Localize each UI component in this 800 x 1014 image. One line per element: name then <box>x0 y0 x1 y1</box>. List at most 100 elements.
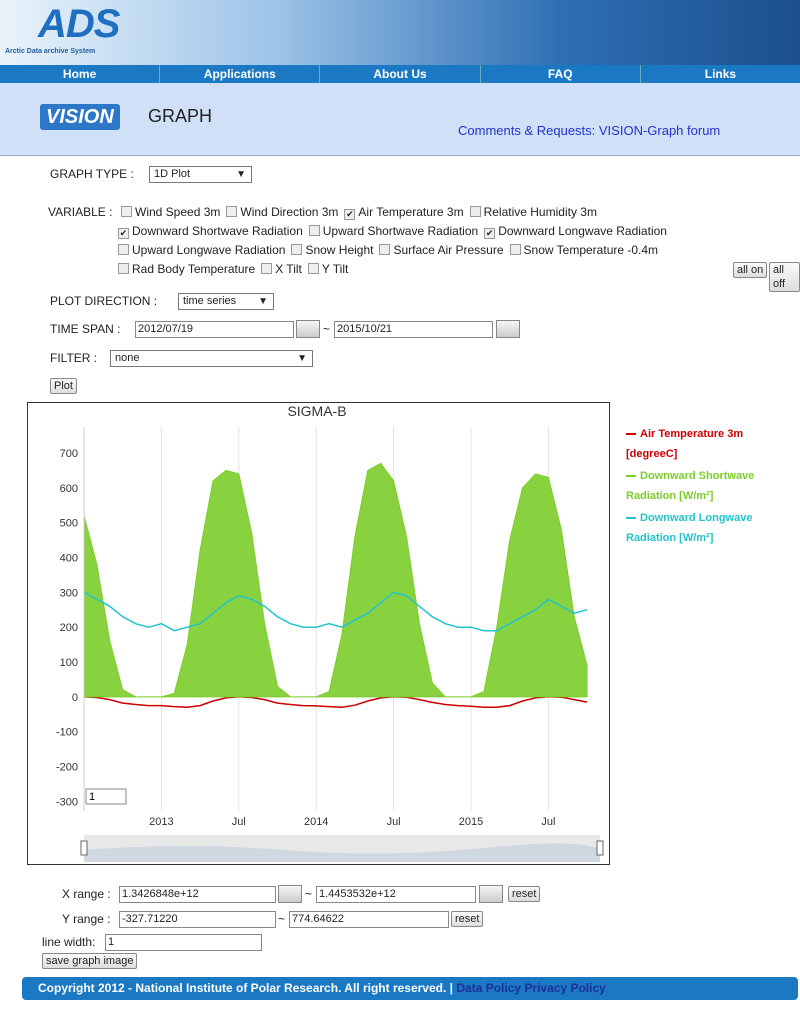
y-from-input[interactable]: -327.71220 <box>119 911 276 928</box>
legend-swatch <box>626 433 636 436</box>
range-silhouette <box>84 843 600 862</box>
y-tick-label: 0 <box>72 692 78 704</box>
x-tick-label: 2014 <box>304 816 328 828</box>
checkbox[interactable] <box>379 244 391 255</box>
y-reset-button[interactable]: reset <box>451 911 484 927</box>
label: X range : <box>62 887 111 901</box>
time-to-input[interactable]: 2015/10/21 <box>334 321 493 338</box>
checkbox[interactable]: ✔ <box>344 209 356 220</box>
checkbox-item[interactable]: ✔ Downward Shortwave Radiation <box>118 224 303 239</box>
footer-link[interactable]: Privacy Policy <box>524 981 606 995</box>
checkbox-label: Snow Temperature -0.4m <box>523 243 659 257</box>
line-width-input[interactable]: 1 <box>105 934 262 951</box>
nav-item[interactable]: Home <box>62 67 97 81</box>
checkbox[interactable] <box>307 263 319 274</box>
all-off-button[interactable]: all off <box>769 262 800 292</box>
checkbox-row: Rad Body Temperature X Tilt Y Tilt <box>118 262 348 276</box>
x-tick-label: Jul <box>541 816 555 828</box>
checkbox[interactable] <box>121 206 132 217</box>
checkbox-label: Relative Humidity 3m <box>483 205 597 219</box>
checkbox[interactable] <box>291 244 303 255</box>
checkbox[interactable] <box>308 225 320 236</box>
checkbox[interactable] <box>118 263 129 274</box>
checkbox-row: ✔ Downward Shortwave Radiation Upward Shor… <box>118 224 667 239</box>
legend-label: Downward Shortwave Radiation [W/m²] <box>626 470 755 502</box>
y-tick-label: -100 <box>56 727 78 739</box>
checkbox[interactable]: ✔ <box>118 228 129 239</box>
separator: ~ <box>278 912 286 926</box>
checkbox-item[interactable]: Surface Air Pressure <box>379 243 504 257</box>
label: VARIABLE : <box>48 205 113 219</box>
logo-subtitle: Arctic Data archive System <box>5 48 96 55</box>
app-logo: VISION <box>40 104 120 130</box>
x-reset-button[interactable]: reset <box>508 886 541 902</box>
checkbox-label: Wind Direction 3m <box>240 205 339 219</box>
nav-item[interactable]: FAQ <box>479 65 640 83</box>
checkbox-row: Wind Speed 3m Wind Direction 3m ✔ Air Tempe… <box>121 205 597 220</box>
y-tick-label: 700 <box>60 448 78 460</box>
checkbox-item[interactable]: ✔ Downward Longwave Radiation <box>484 224 667 239</box>
calendar-button[interactable] <box>296 320 320 338</box>
label: GRAPH TYPE : <box>50 167 134 181</box>
checkbox-item[interactable]: ✔ Air Temperature 3m <box>344 205 464 220</box>
nav-item[interactable]: About Us <box>319 65 479 83</box>
checkbox-label: Rad Body Temperature <box>132 262 256 276</box>
series-area <box>83 462 588 698</box>
time-from-input[interactable]: 2012/07/19 <box>135 321 294 338</box>
separator: ~ <box>305 887 313 901</box>
checkbox-label: Downward Longwave Radiation <box>498 224 667 238</box>
forum-link[interactable]: Comments & Requests: VISION-Graph forum <box>458 123 721 138</box>
filter-select[interactable]: none <box>110 350 313 367</box>
checkbox-label: Snow Height <box>305 243 374 257</box>
all-on-button[interactable]: all on <box>733 262 768 278</box>
checkbox-label: X Tilt <box>275 262 302 276</box>
y-tick-label: 200 <box>60 622 78 634</box>
calendar-button[interactable] <box>278 885 302 903</box>
checkbox-item[interactable]: X Tilt <box>261 262 302 276</box>
label: FILTER : <box>50 351 98 365</box>
x-tick-label: 2015 <box>459 816 483 828</box>
graph-type-select[interactable]: 1D Plot <box>149 166 252 183</box>
x-tick-label: 2013 <box>149 816 173 828</box>
logo[interactable]: ADS <box>38 2 120 46</box>
nav-item[interactable]: Applications <box>159 65 319 83</box>
checkbox-label: Surface Air Pressure <box>393 243 504 257</box>
checkbox[interactable] <box>226 206 238 217</box>
nav-item[interactable]: Links <box>639 65 800 83</box>
checkbox[interactable] <box>118 244 129 255</box>
checkbox-item[interactable]: Upward Longwave Radiation <box>118 243 285 257</box>
checkbox-item[interactable]: Relative Humidity 3m <box>469 205 597 220</box>
checkbox-label: Wind Speed 3m <box>135 205 221 219</box>
plot-direction-select[interactable]: time series <box>178 293 274 310</box>
series-line <box>83 696 588 709</box>
save-button[interactable]: save graph image <box>42 953 138 969</box>
checkbox-item[interactable]: Snow Temperature -0.4m <box>509 243 659 257</box>
legend-label: Air Temperature 3m [degreeC] <box>626 428 744 460</box>
y-to-input[interactable]: 774.64622 <box>289 911 449 928</box>
checkbox-item[interactable]: Upward Shortwave Radiation <box>308 224 478 239</box>
x-to-input[interactable]: 1.4453532e+12 <box>316 886 476 903</box>
checkbox[interactable] <box>261 263 273 274</box>
checkbox-item[interactable]: Snow Height <box>291 243 373 257</box>
legend-label: Downward Longwave Radiation [W/m²] <box>626 512 753 544</box>
roller-value: 1 <box>89 791 95 803</box>
label: PLOT DIRECTION : <box>50 294 158 308</box>
checkbox-item[interactable]: Wind Direction 3m <box>226 205 338 220</box>
x-from-input[interactable]: 1.3426848e+12 <box>119 886 276 903</box>
legend-swatch <box>626 475 636 478</box>
footer-link[interactable]: Data Policy <box>456 981 522 995</box>
checkbox-item[interactable]: Y Tilt <box>307 262 348 276</box>
y-tick-label: -300 <box>56 796 78 808</box>
checkbox[interactable] <box>469 206 481 217</box>
checkbox-item[interactable]: Wind Speed 3m <box>121 205 220 220</box>
range-handle <box>80 840 88 856</box>
y-tick-label: 400 <box>60 552 78 564</box>
calendar-button[interactable] <box>479 885 503 903</box>
checkbox[interactable] <box>509 244 521 255</box>
plot-button[interactable]: Plot <box>50 378 77 394</box>
footer: Copyright 2012 - National Institute of P… <box>22 977 798 1000</box>
checkbox-item[interactable]: Rad Body Temperature <box>118 262 255 276</box>
calendar-button[interactable] <box>496 320 520 338</box>
checkbox[interactable]: ✔ <box>484 228 496 239</box>
